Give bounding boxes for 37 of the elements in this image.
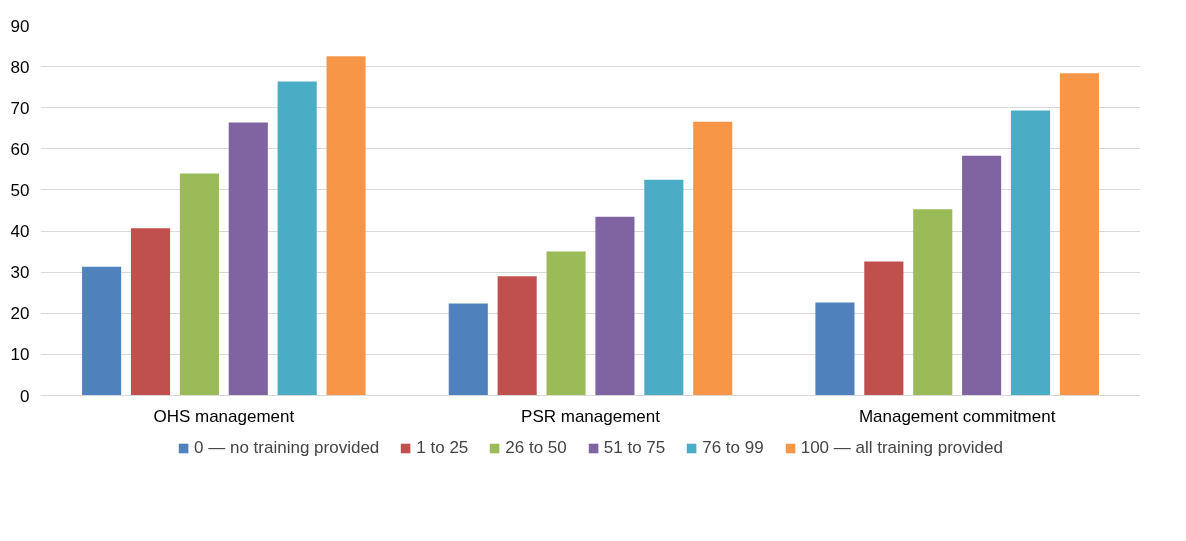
bar xyxy=(1010,110,1051,396)
x-tick-label: PSR management xyxy=(521,406,661,426)
bar xyxy=(179,173,219,396)
bar xyxy=(815,302,855,396)
legend-label: 1 to 25 xyxy=(416,438,469,458)
y-tick-label: 90 xyxy=(10,16,30,36)
legend-label: 100 — all training provided xyxy=(800,438,1003,458)
y-tick-label: 10 xyxy=(10,345,30,365)
x-tick-label: Management commitment xyxy=(858,406,1056,426)
x-tick-label: OHS management xyxy=(153,406,295,426)
bar xyxy=(913,209,953,396)
y-tick-label: 70 xyxy=(10,98,30,118)
bar xyxy=(644,179,684,396)
legend-label: 0 — no training provided xyxy=(194,438,380,458)
bar xyxy=(1059,73,1099,396)
bar xyxy=(130,228,171,396)
y-tick-label: 60 xyxy=(10,139,30,159)
bar xyxy=(962,155,1002,396)
bar xyxy=(595,216,635,396)
bar xyxy=(326,56,366,396)
bar xyxy=(228,122,268,396)
y-tick-label: 20 xyxy=(10,304,30,324)
y-tick-label: 0 xyxy=(20,386,30,406)
bar xyxy=(497,276,537,396)
legend-label: 26 to 50 xyxy=(505,438,567,458)
bar xyxy=(693,121,733,396)
bar xyxy=(277,81,317,396)
y-tick-label: 30 xyxy=(10,263,30,283)
legend-label: 51 to 75 xyxy=(603,438,666,458)
bar xyxy=(448,303,488,396)
legend-label: 76 to 99 xyxy=(702,438,764,458)
bar xyxy=(864,261,904,396)
bar xyxy=(546,251,586,396)
y-tick-label: 80 xyxy=(10,57,30,77)
y-tick-label: 40 xyxy=(10,222,30,242)
bar xyxy=(82,266,122,396)
y-tick-label: 50 xyxy=(10,180,30,200)
